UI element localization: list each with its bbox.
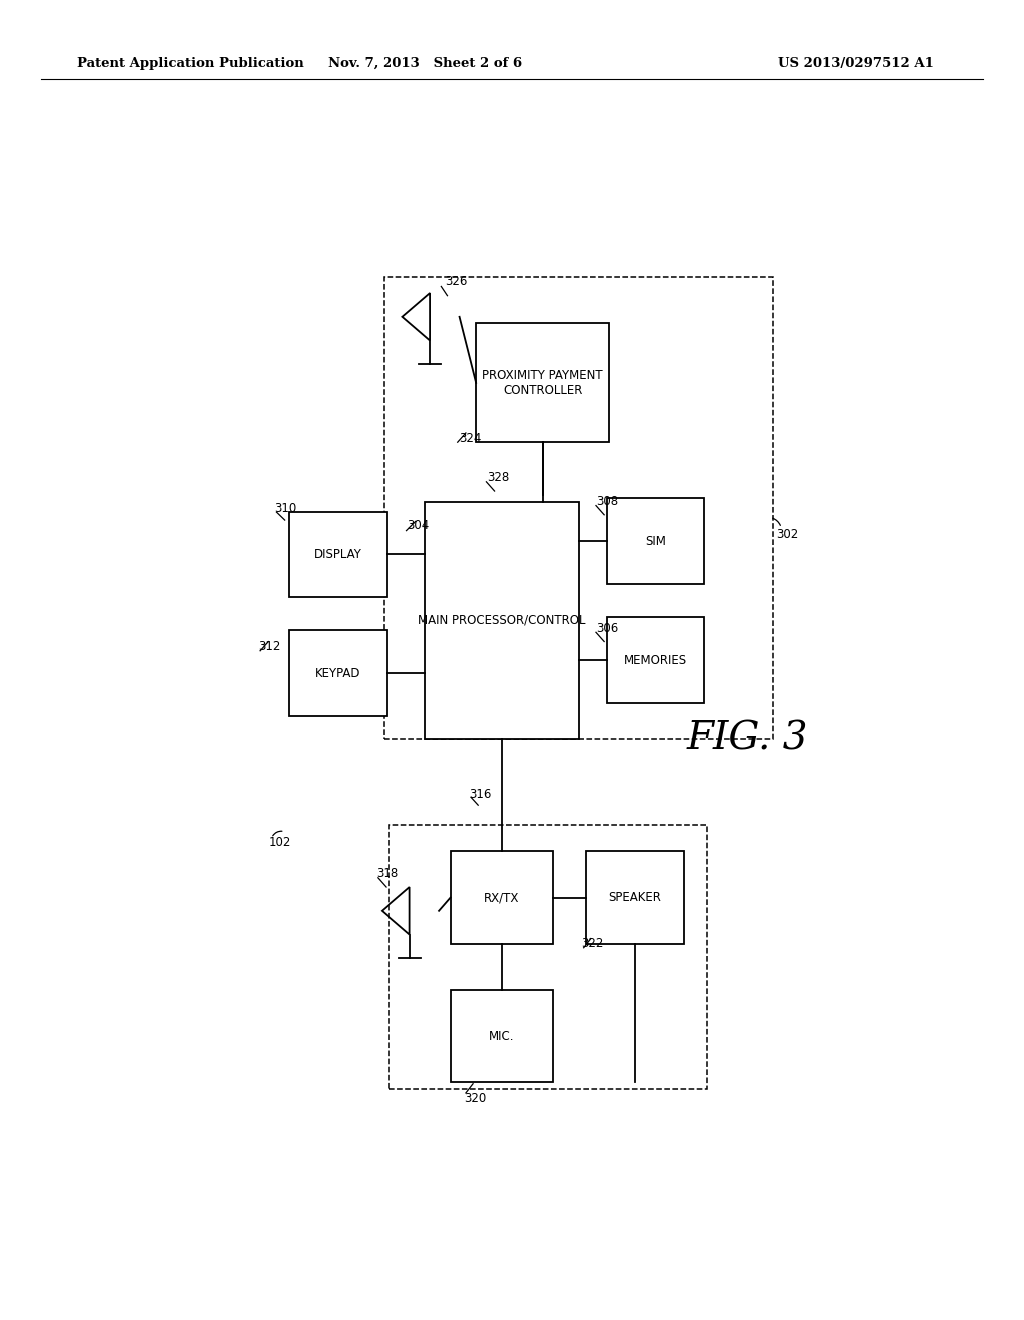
Text: 312: 312 — [258, 640, 281, 653]
Text: RX/TX: RX/TX — [484, 891, 519, 904]
Bar — [451, 990, 553, 1082]
Text: 310: 310 — [274, 502, 297, 515]
Bar — [389, 825, 707, 1089]
Text: MIC.: MIC. — [489, 1030, 514, 1043]
Bar — [476, 323, 609, 442]
Text: DISPLAY: DISPLAY — [314, 548, 361, 561]
Bar — [290, 631, 387, 715]
Text: 318: 318 — [376, 867, 398, 880]
Bar — [425, 502, 579, 739]
Text: 322: 322 — [582, 937, 604, 950]
Text: 320: 320 — [464, 1092, 486, 1105]
Text: US 2013/0297512 A1: US 2013/0297512 A1 — [778, 57, 934, 70]
Text: 306: 306 — [596, 622, 618, 635]
Text: FIG. 3: FIG. 3 — [687, 721, 808, 758]
Text: Nov. 7, 2013   Sheet 2 of 6: Nov. 7, 2013 Sheet 2 of 6 — [328, 57, 522, 70]
Text: MEMORIES: MEMORIES — [624, 653, 687, 667]
Bar — [290, 511, 387, 597]
Bar — [384, 277, 773, 739]
Bar — [606, 498, 705, 583]
Text: 324: 324 — [459, 432, 481, 445]
Text: 102: 102 — [268, 836, 291, 849]
Bar — [606, 618, 705, 702]
Text: SPEAKER: SPEAKER — [608, 891, 662, 904]
Text: 304: 304 — [408, 519, 430, 532]
Text: PROXIMITY PAYMENT
CONTROLLER: PROXIMITY PAYMENT CONTROLLER — [482, 368, 603, 397]
Text: 308: 308 — [596, 495, 618, 508]
Text: 316: 316 — [469, 788, 492, 801]
Bar — [586, 851, 684, 944]
Text: 326: 326 — [445, 275, 468, 288]
Text: KEYPAD: KEYPAD — [315, 667, 360, 680]
Text: Patent Application Publication: Patent Application Publication — [77, 57, 303, 70]
Bar — [451, 851, 553, 944]
Text: 302: 302 — [776, 528, 799, 541]
Text: MAIN PROCESSOR/CONTROL: MAIN PROCESSOR/CONTROL — [418, 614, 586, 627]
Text: 328: 328 — [487, 471, 510, 484]
Text: SIM: SIM — [645, 535, 666, 548]
